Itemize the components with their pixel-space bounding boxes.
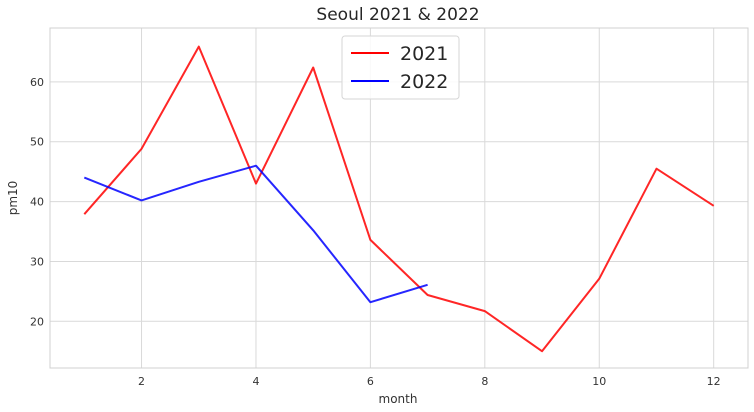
y-tick-label: 20 bbox=[30, 315, 44, 328]
series-layer bbox=[83, 45, 715, 353]
legend-label-2022: 2022 bbox=[400, 71, 448, 93]
y-tick-label: 60 bbox=[30, 76, 44, 89]
x-tick-label: 4 bbox=[252, 375, 259, 388]
x-tick-label: 10 bbox=[592, 375, 606, 388]
series-line-2021 bbox=[83, 45, 715, 353]
ticks-layer: 2 4 6 8 10 12 20 30 40 50 60 bbox=[30, 76, 721, 388]
x-tick-label: 6 bbox=[367, 375, 374, 388]
y-axis-label: pm10 bbox=[6, 181, 20, 216]
x-tick-label: 8 bbox=[481, 375, 488, 388]
x-tick-label: 2 bbox=[138, 375, 145, 388]
series-line-2022 bbox=[83, 164, 428, 304]
x-tick-label: 12 bbox=[707, 375, 721, 388]
legend-label-2021: 2021 bbox=[400, 43, 448, 65]
x-axis-label: month bbox=[379, 392, 418, 406]
legend-box bbox=[341, 35, 460, 100]
plot-area-border bbox=[49, 27, 749, 369]
y-tick-label: 40 bbox=[30, 196, 44, 209]
y-tick-label: 50 bbox=[30, 136, 44, 149]
y-tick-label: 30 bbox=[30, 255, 44, 268]
legend: 2021 2022 bbox=[341, 35, 460, 100]
chart-title: Seoul 2021 & 2022 bbox=[316, 5, 479, 25]
